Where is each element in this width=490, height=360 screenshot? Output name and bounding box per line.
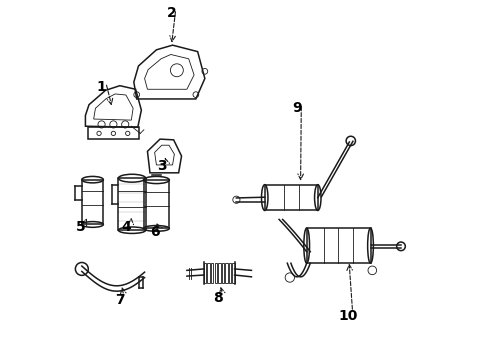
- Text: 2: 2: [167, 6, 176, 20]
- Text: 1: 1: [97, 80, 106, 94]
- Bar: [215, 263, 217, 283]
- Bar: [204, 263, 206, 283]
- Bar: [119, 178, 146, 230]
- Text: 7: 7: [115, 293, 124, 307]
- Text: 5: 5: [76, 220, 86, 234]
- Bar: [144, 180, 170, 228]
- Text: 9: 9: [292, 101, 302, 115]
- Bar: [221, 263, 224, 283]
- Text: 4: 4: [122, 220, 131, 234]
- Bar: [82, 180, 103, 225]
- Text: 8: 8: [213, 291, 223, 305]
- Text: 3: 3: [157, 159, 167, 173]
- Bar: [211, 263, 214, 283]
- Bar: [265, 185, 318, 211]
- Text: 10: 10: [339, 309, 358, 323]
- Text: 6: 6: [150, 225, 159, 239]
- Bar: [307, 228, 370, 263]
- Bar: [225, 263, 228, 283]
- Bar: [229, 263, 231, 283]
- Bar: [232, 263, 235, 283]
- Bar: [88, 127, 139, 139]
- Bar: [207, 263, 210, 283]
- Bar: [218, 263, 220, 283]
